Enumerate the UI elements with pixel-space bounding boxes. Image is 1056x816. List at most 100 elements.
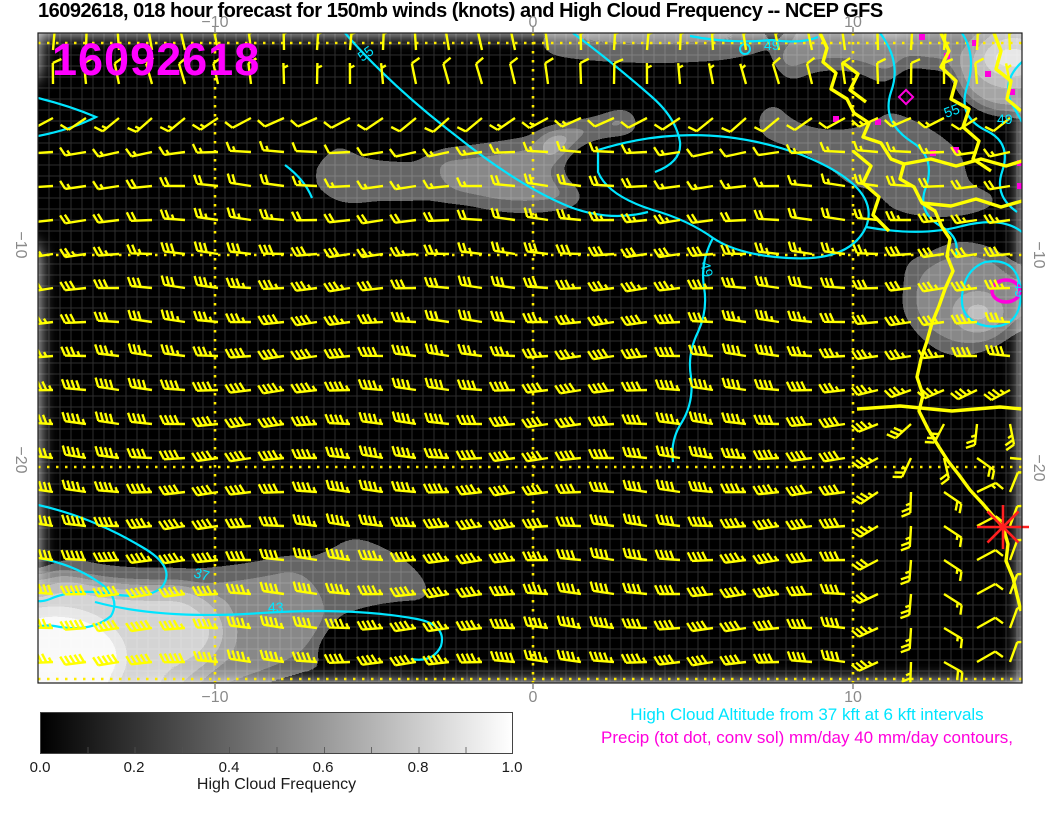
wind-barb (916, 387, 945, 400)
chart-title: 16092618, 018 hour forecast for 150mb wi… (38, 0, 883, 22)
wind-barb (38, 348, 54, 359)
wind-barb (885, 175, 912, 188)
wind-barb (719, 482, 747, 494)
wind-barb (457, 309, 483, 324)
wind-barb (909, 58, 921, 85)
wind-barb (191, 415, 219, 428)
wind-barb (620, 247, 648, 259)
wind-barb (939, 457, 950, 486)
wind-barb (356, 584, 384, 596)
wind-barb (456, 414, 483, 426)
wind-barb (389, 585, 417, 598)
wind-barb (159, 379, 186, 392)
wind-barb (753, 414, 780, 426)
wind-barb (257, 313, 285, 326)
wind-barb (588, 141, 615, 154)
precip-dot (985, 71, 991, 77)
wind-barb (653, 247, 681, 259)
wind-barb (752, 619, 780, 632)
wind-barb (884, 280, 912, 292)
wind-barb (721, 377, 747, 392)
wind-barb (589, 615, 615, 630)
wind-barb (59, 619, 87, 631)
wind-barb (61, 479, 87, 494)
precip-mark (897, 88, 915, 106)
wind-barb (125, 552, 153, 564)
wind-barb (92, 246, 120, 257)
wind-barb (752, 177, 780, 188)
wind-barb (588, 175, 615, 188)
cloud-blob (982, 40, 1022, 76)
wind-barb (687, 516, 714, 528)
wind-barb (753, 117, 780, 133)
wind-barb (719, 552, 747, 564)
precip-dot (953, 147, 959, 153)
wind-barb (688, 344, 714, 358)
wind-barb (456, 117, 483, 133)
wind-barb (620, 212, 648, 224)
wind-barb (721, 117, 747, 133)
wind-barb (520, 450, 549, 463)
wind-barb (851, 491, 879, 505)
wind-barb (38, 218, 54, 223)
wind-barb (876, 33, 880, 51)
wind-barb (900, 627, 913, 654)
wind-barb (292, 615, 318, 630)
wind-barb (391, 377, 417, 392)
wind-barb (653, 619, 681, 631)
wind-barb (521, 116, 549, 130)
wind-barb (719, 211, 747, 223)
precip-marks-layer (833, 34, 1022, 304)
wind-barb (786, 618, 813, 630)
cloud-blob (800, 225, 920, 285)
wind-barb (38, 116, 54, 128)
wind-barb (523, 649, 549, 664)
wind-barb (883, 386, 912, 399)
wind-barb (688, 377, 714, 392)
wind-barb (323, 281, 351, 293)
wind-barb (159, 117, 186, 133)
wind-barb (127, 117, 153, 133)
wind-barb (554, 314, 582, 326)
wind-barb (126, 447, 153, 460)
coastline (992, 33, 1022, 113)
wind-barb (556, 615, 582, 630)
wind-barb (719, 654, 747, 666)
wind-barb (292, 513, 318, 528)
wind-barb (224, 116, 252, 129)
wind-barb (61, 411, 87, 426)
wind-barb (983, 388, 1011, 402)
coastline (939, 33, 992, 173)
wind-barb (455, 652, 483, 664)
wind-barb (851, 625, 879, 638)
wind-barb (488, 518, 516, 531)
wind-barb (850, 384, 879, 397)
wind-barb (113, 56, 124, 85)
wind-barb (94, 344, 120, 358)
wind-barb (356, 180, 384, 190)
wind-barb (510, 33, 517, 51)
y-tick-left-neg10: −10 (12, 231, 29, 259)
wind-barb (225, 277, 252, 290)
wind-barb (983, 179, 1011, 191)
cloud-altitude-contour (38, 556, 116, 630)
wind-barb (323, 381, 351, 392)
wind-barb (886, 423, 912, 440)
wind-barb (455, 449, 483, 461)
wind-barb (258, 244, 285, 256)
wind-barb (818, 116, 846, 130)
wind-barb (191, 117, 219, 131)
wind-barb (93, 480, 120, 494)
wind-barb (125, 178, 153, 190)
wind-barb (686, 551, 714, 563)
wind-barb (488, 381, 516, 392)
wind-barb (720, 276, 747, 290)
wind-barb (645, 62, 653, 85)
wind-barb (900, 525, 913, 552)
wind-barb (290, 246, 318, 257)
precip-contour (990, 278, 1022, 304)
wind-barb (820, 207, 846, 222)
wind-barb (976, 650, 1004, 664)
wind-barb (127, 377, 153, 392)
wind-barb (422, 620, 450, 633)
